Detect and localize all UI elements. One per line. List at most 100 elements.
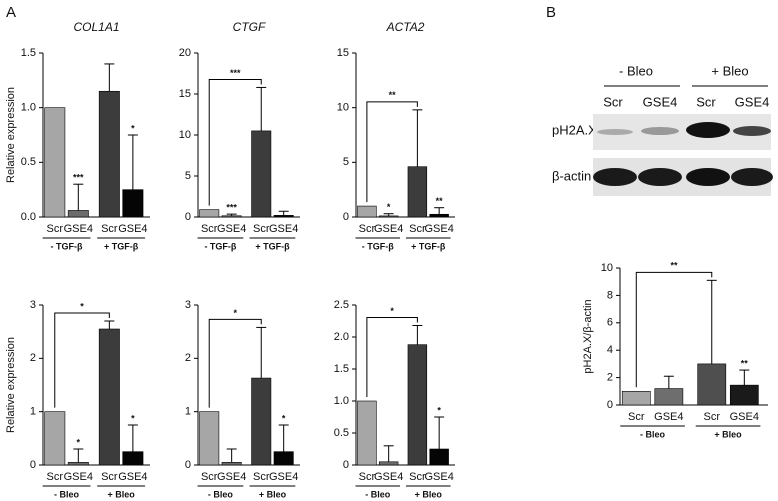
significance: ** xyxy=(436,196,444,206)
x-tick-label: GSE4 xyxy=(424,223,453,235)
band xyxy=(593,168,637,186)
bar xyxy=(251,377,272,466)
bar xyxy=(357,400,377,466)
bar xyxy=(378,461,399,466)
y-tick-label: 1.5 xyxy=(334,363,349,375)
bar xyxy=(44,411,66,466)
x-tick-label: GSE4 xyxy=(217,471,246,483)
y-tick-label: 1 xyxy=(185,406,191,418)
x-tick-label: Scr xyxy=(101,471,118,483)
x-tick-label: GSE4 xyxy=(424,471,453,483)
significance: ** xyxy=(741,358,749,368)
significance: *** xyxy=(226,203,237,213)
bar xyxy=(654,388,684,406)
y-tick-label: 15 xyxy=(179,88,191,100)
panel-label: A xyxy=(6,4,16,21)
significance: *** xyxy=(73,173,84,183)
lane-label: Scr xyxy=(603,94,623,109)
y-tick-label: 2 xyxy=(607,372,613,384)
y-axis-label: Relative expression xyxy=(5,87,17,183)
group-label: + TGF-β xyxy=(255,241,290,251)
bar xyxy=(199,411,220,466)
x-tick-label: GSE4 xyxy=(269,223,298,235)
group-label: - TGF-β xyxy=(51,241,83,251)
x-tick-label: Scr xyxy=(359,223,376,235)
group-label: - Bleo xyxy=(640,429,666,439)
x-tick-label: GSE4 xyxy=(654,411,683,423)
bracket-label: *** xyxy=(230,68,241,78)
x-tick-label: Scr xyxy=(704,411,721,423)
bracket-label: * xyxy=(390,306,394,316)
significance: * xyxy=(437,405,441,415)
y-tick-label: 4 xyxy=(607,344,613,356)
bar xyxy=(199,209,220,218)
blot-group: + Bleo xyxy=(711,63,748,78)
group-label: + Bleo xyxy=(415,489,443,499)
group-label: - Bleo xyxy=(54,489,80,499)
lane-label: Scr xyxy=(696,94,716,109)
bar xyxy=(122,451,144,466)
bar xyxy=(98,328,120,466)
bar xyxy=(407,166,428,218)
x-tick-label: GSE4 xyxy=(118,223,147,235)
bracket xyxy=(208,78,262,206)
x-tick-label: Scr xyxy=(201,223,218,235)
x-tick-label: Scr xyxy=(47,471,64,483)
x-tick-label: GSE4 xyxy=(118,471,147,483)
group-label: + Bleo xyxy=(714,429,742,439)
band xyxy=(641,127,679,135)
bar xyxy=(221,215,242,218)
group-label: - Bleo xyxy=(208,489,234,499)
x-tick-label: Scr xyxy=(409,223,426,235)
y-tick-label: 20 xyxy=(179,47,191,59)
y-tick-label: 15 xyxy=(337,47,349,59)
significance: * xyxy=(77,437,81,447)
group-label: + Bleo xyxy=(259,489,287,499)
bracket-label: ** xyxy=(389,90,397,100)
bar xyxy=(44,107,66,218)
chart-title: CTGF xyxy=(233,20,266,34)
lane-label: GSE4 xyxy=(643,94,678,109)
bar xyxy=(251,130,272,218)
y-tick-label: 10 xyxy=(337,102,349,114)
y-tick-label: 0 xyxy=(607,399,613,411)
bar xyxy=(67,210,89,218)
y-tick-label: 2.0 xyxy=(334,331,349,343)
blot-group: - Bleo xyxy=(619,63,653,78)
group-label: - Bleo xyxy=(365,489,391,499)
bracket xyxy=(54,312,110,408)
x-tick-label: GSE4 xyxy=(217,223,246,235)
y-tick-label: 0.5 xyxy=(21,156,36,168)
group-label: + Bleo xyxy=(107,489,135,499)
bar xyxy=(729,384,759,406)
y-tick-label: 0 xyxy=(185,211,191,223)
y-tick-label: 0.0 xyxy=(21,211,36,223)
significance: * xyxy=(387,202,391,212)
bracket-label: ** xyxy=(671,261,679,271)
x-tick-label: GSE4 xyxy=(374,223,403,235)
y-tick-label: 6 xyxy=(607,317,613,329)
y-tick-label: 3 xyxy=(185,299,191,311)
y-tick-label: 5 xyxy=(343,156,349,168)
bar xyxy=(429,213,449,218)
y-axis-label: Relative expression xyxy=(5,337,17,433)
bar xyxy=(697,363,727,406)
y-tick-label: 8 xyxy=(607,289,613,301)
band xyxy=(733,126,771,136)
y-tick-label: 1.0 xyxy=(334,395,349,407)
bar xyxy=(357,205,377,218)
panel-label: B xyxy=(546,4,556,21)
x-tick-label: Scr xyxy=(253,471,270,483)
row-label: pH2A.X xyxy=(552,122,597,137)
lane-label: GSE4 xyxy=(735,94,770,109)
y-tick-label: 10 xyxy=(179,129,191,141)
y-tick-label: 2 xyxy=(30,352,36,364)
bar xyxy=(98,90,120,218)
band xyxy=(731,168,773,186)
x-tick-label: GSE4 xyxy=(64,223,93,235)
y-axis-label: pH2A.X/β-actin xyxy=(582,299,594,373)
y-tick-label: 0 xyxy=(185,459,191,471)
bracket xyxy=(366,101,418,203)
western-blot: - Bleo + Bleo Scr GSE4 Scr GSE4 pH2A.X β… xyxy=(552,63,773,196)
